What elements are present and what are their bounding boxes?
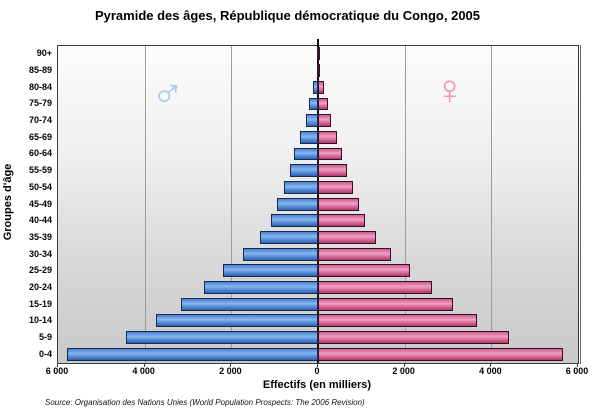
bar-female-20-24 xyxy=(318,281,432,294)
bar-female-25-29 xyxy=(318,264,411,278)
x-axis-tick-mark xyxy=(490,363,492,367)
bar-female-35-39 xyxy=(318,231,376,244)
bar-male-15-19 xyxy=(181,297,318,311)
bar-female-30-34 xyxy=(318,247,392,261)
y-axis-label: 60-64 xyxy=(28,148,52,159)
bar-female-50-54 xyxy=(318,180,354,194)
bar-female-0-4 xyxy=(318,347,564,361)
bar-female-60-64 xyxy=(318,147,343,161)
x-axis-tick-label: 6 000 xyxy=(45,366,69,376)
y-axis-label: 10-14 xyxy=(28,315,52,326)
y-axis-label: 75-79 xyxy=(28,98,52,109)
bar-male-25-29 xyxy=(222,264,318,278)
male-symbol-icon: ♂ xyxy=(148,66,187,117)
y-axis-label: 45-49 xyxy=(28,198,52,209)
y-axis-title: Groupes d'âge xyxy=(2,163,14,241)
bar-female-75-79 xyxy=(318,97,328,111)
y-axis-label: 55-59 xyxy=(28,165,52,176)
bar-male-65-69 xyxy=(300,130,318,144)
y-axis-label: 5-9 xyxy=(38,331,52,342)
gridline xyxy=(144,46,146,363)
bar-male-10-14 xyxy=(156,314,318,328)
y-axis-label: 30-34 xyxy=(28,248,52,259)
gridline xyxy=(404,46,406,363)
bar-male-0-4 xyxy=(67,347,318,361)
gridline xyxy=(231,46,233,363)
x-axis-tick-mark xyxy=(317,363,318,367)
y-axis-label: 0-4 xyxy=(38,348,52,359)
x-axis-tick-label: 2 000 xyxy=(392,366,415,376)
x-axis-tick-label: 4 000 xyxy=(132,366,155,376)
bar-female-55-59 xyxy=(318,164,348,178)
x-axis-tick-mark xyxy=(577,363,578,367)
x-axis-tick-mark xyxy=(403,363,405,367)
bar-female-65-69 xyxy=(318,130,338,144)
x-axis-tick-mark xyxy=(143,363,145,367)
bar-female-45-49 xyxy=(318,197,359,211)
y-axis-label: 90+ xyxy=(36,48,52,59)
female-symbol-icon: ♀ xyxy=(434,66,466,113)
bar-female-40-44 xyxy=(318,214,365,228)
y-axis-label: 70-74 xyxy=(28,115,52,126)
bar-female-85-89 xyxy=(318,64,320,78)
y-axis-label: 15-19 xyxy=(28,298,52,309)
x-axis-title: Effectifs (en milliers) xyxy=(262,379,372,391)
bar-female-70-74 xyxy=(318,114,332,128)
bar-male-50-54 xyxy=(283,180,318,194)
y-axis-label: 65-69 xyxy=(28,131,52,142)
bar-female-90+ xyxy=(318,47,320,61)
x-axis-tick-label: 0 xyxy=(314,366,320,376)
bar-male-60-64 xyxy=(293,147,318,161)
bar-male-40-44 xyxy=(270,214,318,228)
bar-female-5-9 xyxy=(318,331,509,344)
bar-male-55-59 xyxy=(289,164,318,178)
x-axis-tick-mark xyxy=(57,363,58,367)
bar-male-80-84 xyxy=(312,80,318,94)
x-axis-tick-label: 2 000 xyxy=(219,366,242,376)
y-axis-label: 80-84 xyxy=(28,81,52,92)
bar-female-15-19 xyxy=(318,297,453,311)
y-axis-label: 35-39 xyxy=(28,231,52,242)
x-axis-tick-label: 6 000 xyxy=(565,366,589,376)
bar-male-35-39 xyxy=(259,231,318,244)
chart-title: Pyramide des âges, République démocratiq… xyxy=(94,8,481,23)
x-axis-tick-mark xyxy=(230,363,232,367)
bar-male-30-34 xyxy=(243,247,318,261)
gridline xyxy=(491,46,493,363)
bar-female-10-14 xyxy=(318,314,478,328)
y-axis-label: 40-44 xyxy=(28,215,52,226)
bar-male-45-49 xyxy=(277,197,318,211)
plot-right-edge-line xyxy=(580,45,581,364)
plot-area xyxy=(57,39,579,364)
bar-female-80-84 xyxy=(318,80,325,94)
bar-male-70-74 xyxy=(305,114,318,128)
bar-male-20-24 xyxy=(203,281,318,294)
y-axis-label: 25-29 xyxy=(28,265,52,276)
source-citation: Source: Organisation des Nations Unies (… xyxy=(45,398,365,407)
x-axis-tick-label: 4 000 xyxy=(479,366,502,376)
y-axis-label: 85-89 xyxy=(28,65,52,76)
y-axis-label: 20-24 xyxy=(28,281,52,292)
bar-male-5-9 xyxy=(125,331,318,344)
bar-male-75-79 xyxy=(309,97,318,111)
y-axis-label: 50-54 xyxy=(28,181,52,192)
